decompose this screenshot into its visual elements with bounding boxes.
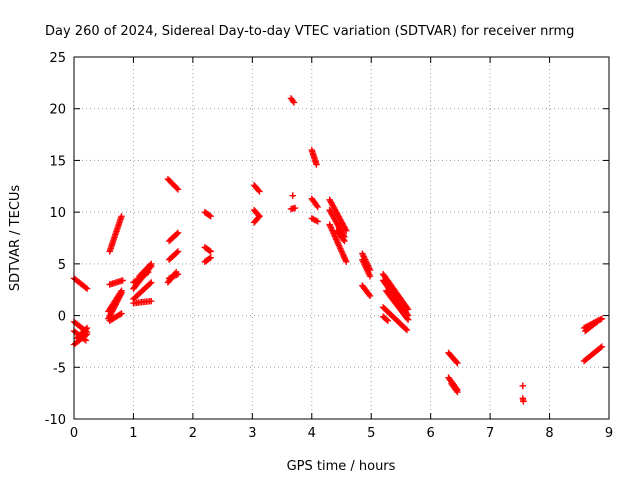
data-point [173, 249, 181, 256]
data-point [519, 382, 527, 390]
data-point [256, 188, 263, 195]
data-point [174, 248, 182, 255]
data-point [172, 270, 179, 277]
data-point [207, 254, 214, 261]
data-point [383, 316, 390, 323]
grid [74, 57, 609, 419]
data-point [313, 161, 320, 168]
x-tick-label: 4 [308, 426, 316, 441]
data-point [597, 344, 604, 351]
data-point [83, 285, 91, 292]
x-tick-label: 5 [367, 426, 375, 441]
y-tick-label: 5 [58, 258, 66, 273]
x-tick-label: 7 [486, 426, 494, 441]
data-point [82, 325, 90, 333]
data-point [207, 248, 214, 255]
y-axis-label: SDTVAR / TECUs [8, 185, 23, 292]
data-point [366, 292, 374, 300]
plot-frame [73, 56, 610, 420]
data-point [402, 325, 409, 333]
data-point [146, 261, 154, 269]
x-tick-label: 1 [129, 426, 137, 441]
data-point [117, 288, 124, 296]
data-point [173, 268, 180, 276]
y-tick-label: 10 [49, 206, 66, 221]
chart-title: Day 260 of 2024, Sidereal Day-to-day VTE… [45, 24, 574, 39]
data-point [145, 268, 152, 276]
data-point [403, 326, 411, 334]
data-point [403, 315, 411, 322]
data-point [255, 187, 262, 194]
data-point [291, 204, 299, 212]
data-points [70, 95, 606, 405]
y-tick-label: -10 [45, 413, 66, 428]
x-tick-label: 8 [545, 426, 553, 441]
data-point [454, 388, 461, 396]
data-point [593, 318, 601, 325]
data-point [314, 218, 321, 225]
data-point [404, 316, 412, 323]
data-point [343, 258, 350, 265]
data-point [366, 273, 374, 280]
y-tick-label: 25 [49, 51, 66, 66]
data-point [174, 186, 182, 193]
y-tick-label: 0 [58, 310, 66, 325]
data-point [206, 247, 213, 254]
data-point [290, 99, 298, 106]
x-axis-ticks: 0 1 2 3 4 5 6 7 8 9 [70, 57, 613, 441]
data-point [341, 237, 348, 245]
x-tick-label: 6 [427, 426, 435, 441]
data-point [207, 213, 214, 220]
data-point [117, 311, 124, 318]
data-point [453, 387, 460, 394]
data-point [146, 280, 154, 287]
data-point [384, 317, 392, 324]
data-point [82, 284, 89, 291]
data-point [118, 287, 125, 294]
data-point [598, 315, 606, 322]
data-point [311, 216, 318, 224]
data-point [173, 185, 181, 192]
data-point [255, 214, 262, 221]
data-point [174, 229, 182, 237]
x-tick-label: 2 [189, 426, 197, 441]
data-point [143, 269, 151, 277]
data-point [206, 255, 213, 262]
data-point [173, 230, 181, 238]
y-tick-label: 20 [49, 103, 66, 118]
data-point [453, 358, 460, 366]
data-point [83, 330, 91, 338]
x-tick-label: 9 [605, 426, 613, 441]
data-point [289, 192, 296, 199]
data-point [148, 297, 155, 305]
x-axis-label: GPS time / hours [287, 459, 396, 474]
data-point [206, 212, 213, 219]
data-point [148, 260, 155, 268]
data-point [256, 213, 263, 220]
y-tick-label: 15 [49, 154, 66, 169]
data-point [520, 398, 527, 405]
x-tick-label: 3 [248, 426, 256, 441]
data-point [81, 336, 88, 343]
data-point [592, 319, 599, 327]
data-point [148, 279, 155, 286]
y-axis-ticks: -10 -5 0 5 10 15 20 25 [45, 51, 609, 428]
data-point [365, 291, 373, 298]
data-point [314, 203, 321, 211]
data-point [118, 213, 125, 220]
y-tick-label: -5 [53, 361, 66, 376]
data-point [340, 236, 347, 244]
data-point [598, 343, 606, 350]
data-point [82, 337, 90, 344]
data-point [118, 310, 125, 317]
data-point [454, 359, 461, 367]
data-point [597, 316, 604, 323]
x-tick-label: 0 [70, 426, 78, 441]
data-point [83, 324, 91, 332]
data-point [289, 97, 297, 105]
data-point [313, 202, 320, 209]
data-point [119, 277, 126, 284]
